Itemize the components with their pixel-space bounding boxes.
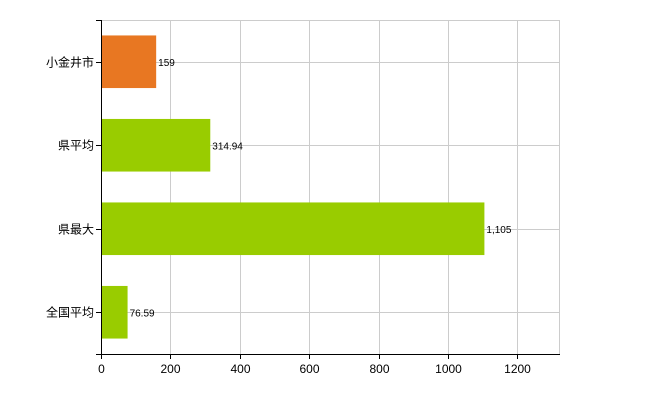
x-tick-label-800: 800 [369, 362, 389, 376]
x-tick-label-400: 400 [230, 362, 250, 376]
bar-0 [101, 35, 157, 89]
category-label-0: 小金井市 [46, 55, 94, 70]
bar-1 [101, 118, 211, 172]
axes [96, 20, 560, 359]
data-label-2: 1,105 [486, 225, 511, 236]
x-tick-label-1200: 1200 [504, 362, 531, 376]
x-tick-label-600: 600 [299, 362, 319, 376]
x-tick-label-1000: 1000 [435, 362, 462, 376]
x-tick-label-0: 0 [98, 362, 105, 376]
category-label-1: 県平均 [58, 139, 94, 153]
gridlines [101, 20, 560, 354]
data-label-0: 159 [158, 58, 175, 69]
category-label-2: 県最大 [58, 223, 94, 237]
category-label-3: 全国平均 [46, 305, 94, 320]
x-tick-label-200: 200 [160, 362, 180, 376]
bars [101, 35, 485, 339]
data-label-1: 314.94 [212, 141, 243, 152]
bar-3 [101, 285, 128, 339]
data-label-3: 76.59 [130, 308, 155, 319]
bar-2 [101, 202, 485, 256]
